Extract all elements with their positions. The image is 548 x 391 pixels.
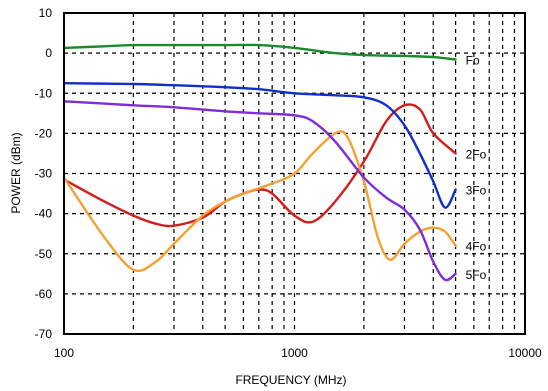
- curve-fo: [62, 43, 457, 61]
- grid-lines: [64, 13, 525, 334]
- plot-frame: [63, 12, 526, 335]
- y-tick-labels: 10 0 -10 -20 -30 -40 -50 -60 -70: [35, 6, 53, 341]
- y-tick-label: -10: [35, 86, 53, 100]
- x-tick-label: 100: [54, 346, 74, 360]
- series-label-3fo: 3Fo: [466, 184, 487, 198]
- x-axis-label: FREQUENCY (MHz): [235, 373, 346, 387]
- curve-2fo: [62, 103, 457, 228]
- y-tick-label: -70: [35, 327, 53, 341]
- x-tick-label: 1000: [281, 346, 308, 360]
- curve-5fo: [62, 100, 457, 282]
- curve-4fo: [62, 130, 457, 273]
- x-tick-labels: 100 1000 10000: [54, 346, 542, 360]
- series-label-2fo: 2Fo: [466, 147, 487, 161]
- y-tick-label: -30: [35, 167, 53, 181]
- data-curves: [62, 43, 457, 282]
- x-tick-label: 10000: [508, 346, 542, 360]
- series-labels: Fo 2Fo 3Fo 4Fo 5Fo: [466, 54, 487, 282]
- y-tick-label: -20: [35, 126, 53, 140]
- y-axis-label: POWER (dBm): [9, 132, 23, 213]
- curve-3fo: [62, 82, 457, 209]
- y-tick-label: 0: [45, 46, 52, 60]
- series-label-fo: Fo: [466, 54, 480, 68]
- series-label-4fo: 4Fo: [466, 240, 487, 254]
- y-tick-label: -60: [35, 287, 53, 301]
- y-tick-label: -40: [35, 207, 53, 221]
- y-tick-label: 10: [39, 6, 53, 20]
- series-label-5fo: 5Fo: [466, 268, 487, 282]
- y-tick-label: -50: [35, 247, 53, 261]
